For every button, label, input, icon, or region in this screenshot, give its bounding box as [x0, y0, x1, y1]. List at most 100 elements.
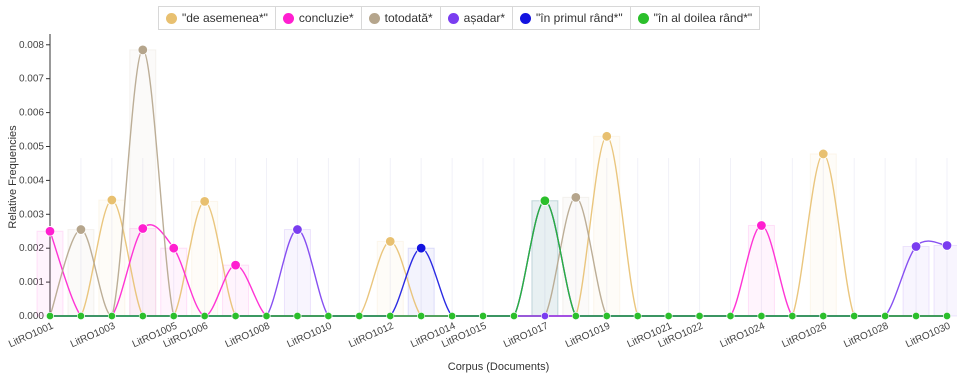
- legend-swatch: [166, 12, 177, 24]
- legend-item[interactable]: "în al doilea rând*": [631, 7, 760, 29]
- data-point[interactable]: [230, 259, 241, 271]
- data-point[interactable]: [169, 312, 178, 320]
- x-tick-label: LitRO1028: [842, 321, 891, 351]
- data-point[interactable]: [293, 312, 302, 320]
- legend-label: concluzie*: [298, 11, 354, 25]
- bar-shade: [747, 224, 775, 317]
- legend-item[interactable]: "de asemenea*": [159, 7, 276, 29]
- x-axis-title: Corpus (Documents): [448, 361, 549, 373]
- data-point[interactable]: [200, 312, 209, 320]
- bar-shade: [407, 247, 435, 317]
- data-point[interactable]: [106, 194, 118, 206]
- chart-legend: "de asemenea*" concluzie* totodată* așadar*…: [158, 6, 761, 30]
- legend-label: așadar*: [463, 11, 506, 25]
- x-tick-label: LitRO1017: [502, 321, 551, 351]
- data-point[interactable]: [633, 312, 642, 320]
- data-point[interactable]: [137, 223, 148, 234]
- x-tick-label: LitRO1001: [7, 321, 56, 351]
- y-tick-label: 0.003: [19, 209, 44, 220]
- data-point[interactable]: [108, 312, 116, 320]
- y-tick-label: 0.001: [19, 277, 44, 288]
- legend-label: "în al doilea rând*": [653, 11, 753, 25]
- x-tick-label: LitRO1010: [285, 321, 334, 351]
- data-point[interactable]: [448, 312, 456, 320]
- data-point[interactable]: [818, 148, 829, 160]
- data-point[interactable]: [881, 312, 889, 320]
- bar-shade: [933, 244, 957, 317]
- bar-shade: [902, 246, 930, 317]
- legend-item[interactable]: "în primul rând*": [513, 7, 631, 29]
- data-point[interactable]: [726, 312, 735, 320]
- data-point[interactable]: [850, 312, 859, 320]
- data-point[interactable]: [46, 312, 54, 320]
- data-point[interactable]: [479, 312, 487, 320]
- legend-swatch: [447, 12, 459, 24]
- data-point[interactable]: [541, 312, 549, 320]
- bar-shade: [129, 228, 157, 317]
- legend-swatch: [520, 12, 532, 24]
- x-tick-label: LitRO1026: [780, 321, 829, 351]
- bar-shade: [562, 196, 590, 317]
- legend-swatch: [368, 12, 380, 24]
- legend-item[interactable]: așadar*: [441, 7, 514, 29]
- x-tick-label: LitRO1024: [718, 321, 767, 351]
- data-point[interactable]: [386, 312, 395, 320]
- data-point[interactable]: [601, 131, 612, 142]
- y-tick-label: 0.005: [19, 141, 44, 152]
- legend-label: "în primul rând*": [536, 11, 623, 25]
- data-point[interactable]: [819, 312, 828, 320]
- x-tick-label: LitRO1003: [69, 321, 118, 351]
- data-point[interactable]: [664, 312, 673, 320]
- bar-shade: [376, 240, 404, 317]
- data-point[interactable]: [231, 312, 240, 320]
- y-tick-label: 0.002: [19, 243, 44, 254]
- data-point[interactable]: [262, 312, 271, 320]
- data-point[interactable]: [757, 312, 766, 320]
- y-tick-label: 0.008: [19, 40, 44, 51]
- data-point[interactable]: [756, 220, 767, 231]
- bar-shade: [191, 200, 219, 317]
- x-tick-label: LitRO1019: [564, 321, 613, 351]
- data-point[interactable]: [695, 312, 704, 320]
- data-point[interactable]: [788, 312, 797, 320]
- legend-item[interactable]: totodată*: [362, 7, 441, 29]
- bar-shade: [283, 229, 311, 317]
- data-point[interactable]: [941, 240, 953, 251]
- data-point[interactable]: [77, 312, 85, 320]
- bar-shade: [129, 49, 157, 317]
- x-tick-label: LitRO1030: [904, 321, 953, 351]
- bar-shade: [809, 153, 837, 317]
- data-point[interactable]: [324, 312, 333, 320]
- legend-swatch: [282, 12, 294, 24]
- data-point[interactable]: [570, 192, 582, 203]
- data-point[interactable]: [417, 312, 426, 320]
- data-point[interactable]: [75, 224, 87, 235]
- data-point[interactable]: [385, 236, 396, 247]
- y-tick-label: 0.004: [19, 175, 44, 186]
- data-point[interactable]: [292, 224, 303, 235]
- legend-item[interactable]: concluzie*: [276, 7, 362, 29]
- data-point[interactable]: [571, 312, 580, 320]
- data-point[interactable]: [510, 312, 518, 320]
- data-point[interactable]: [44, 226, 56, 237]
- data-point[interactable]: [602, 312, 611, 320]
- data-point[interactable]: [910, 241, 922, 252]
- data-point[interactable]: [137, 44, 148, 56]
- data-point[interactable]: [355, 312, 364, 320]
- legend-label: "de asemenea*": [182, 11, 268, 25]
- y-axis-title: Relative Frequencies: [7, 125, 19, 229]
- data-point[interactable]: [912, 312, 920, 320]
- y-tick-label: 0.006: [19, 108, 44, 119]
- data-point[interactable]: [415, 242, 427, 254]
- data-point[interactable]: [138, 312, 147, 320]
- data-point[interactable]: [539, 195, 551, 206]
- x-tick-label: LitRO1008: [224, 321, 273, 351]
- legend-label: totodată*: [384, 11, 433, 25]
- legend-swatch: [637, 12, 649, 24]
- bar-shade: [593, 135, 621, 317]
- data-point[interactable]: [943, 312, 951, 320]
- x-tick-label: LitRO1012: [347, 321, 396, 351]
- data-point[interactable]: [199, 196, 210, 207]
- y-tick-label: 0.007: [19, 74, 44, 85]
- data-point[interactable]: [168, 242, 179, 254]
